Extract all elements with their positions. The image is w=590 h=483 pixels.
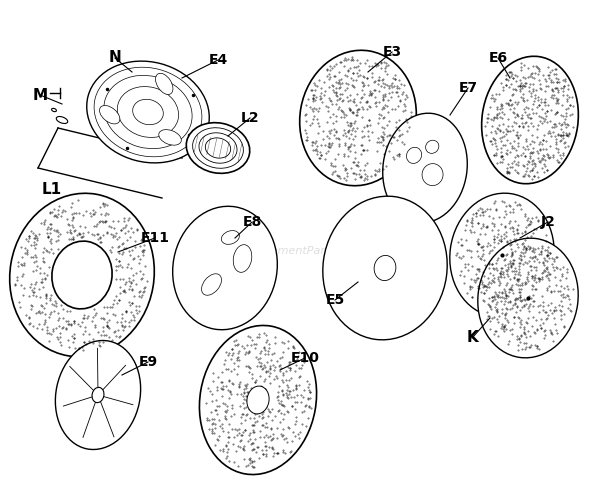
Text: E3: E3 bbox=[382, 45, 402, 59]
Ellipse shape bbox=[173, 206, 277, 330]
Ellipse shape bbox=[481, 57, 578, 184]
Ellipse shape bbox=[52, 241, 112, 309]
Text: E6: E6 bbox=[489, 51, 507, 65]
Ellipse shape bbox=[247, 386, 269, 414]
Text: E7: E7 bbox=[458, 81, 477, 95]
Ellipse shape bbox=[92, 387, 104, 403]
Ellipse shape bbox=[51, 108, 57, 112]
Text: E11: E11 bbox=[140, 231, 169, 245]
Text: L2: L2 bbox=[241, 111, 260, 125]
Ellipse shape bbox=[156, 73, 173, 95]
Ellipse shape bbox=[9, 193, 155, 357]
Ellipse shape bbox=[300, 50, 417, 186]
Text: E10: E10 bbox=[290, 351, 319, 365]
Ellipse shape bbox=[55, 341, 140, 450]
Text: eReplacementParts.com: eReplacementParts.com bbox=[227, 246, 363, 256]
Text: J2: J2 bbox=[540, 215, 555, 229]
Ellipse shape bbox=[56, 116, 68, 124]
Ellipse shape bbox=[450, 193, 554, 317]
Ellipse shape bbox=[87, 61, 209, 163]
Ellipse shape bbox=[159, 129, 181, 145]
Ellipse shape bbox=[199, 326, 317, 474]
Text: M: M bbox=[32, 87, 48, 102]
Text: E9: E9 bbox=[139, 355, 158, 369]
Text: L1: L1 bbox=[42, 183, 62, 198]
Ellipse shape bbox=[383, 113, 467, 223]
Ellipse shape bbox=[186, 123, 250, 173]
Text: E4: E4 bbox=[208, 53, 228, 67]
Text: E5: E5 bbox=[325, 293, 345, 307]
Ellipse shape bbox=[478, 238, 578, 358]
Ellipse shape bbox=[421, 249, 445, 272]
Text: K: K bbox=[466, 330, 478, 345]
Text: N: N bbox=[109, 51, 122, 66]
Ellipse shape bbox=[100, 105, 120, 124]
Text: E8: E8 bbox=[242, 215, 261, 229]
Ellipse shape bbox=[323, 196, 447, 340]
